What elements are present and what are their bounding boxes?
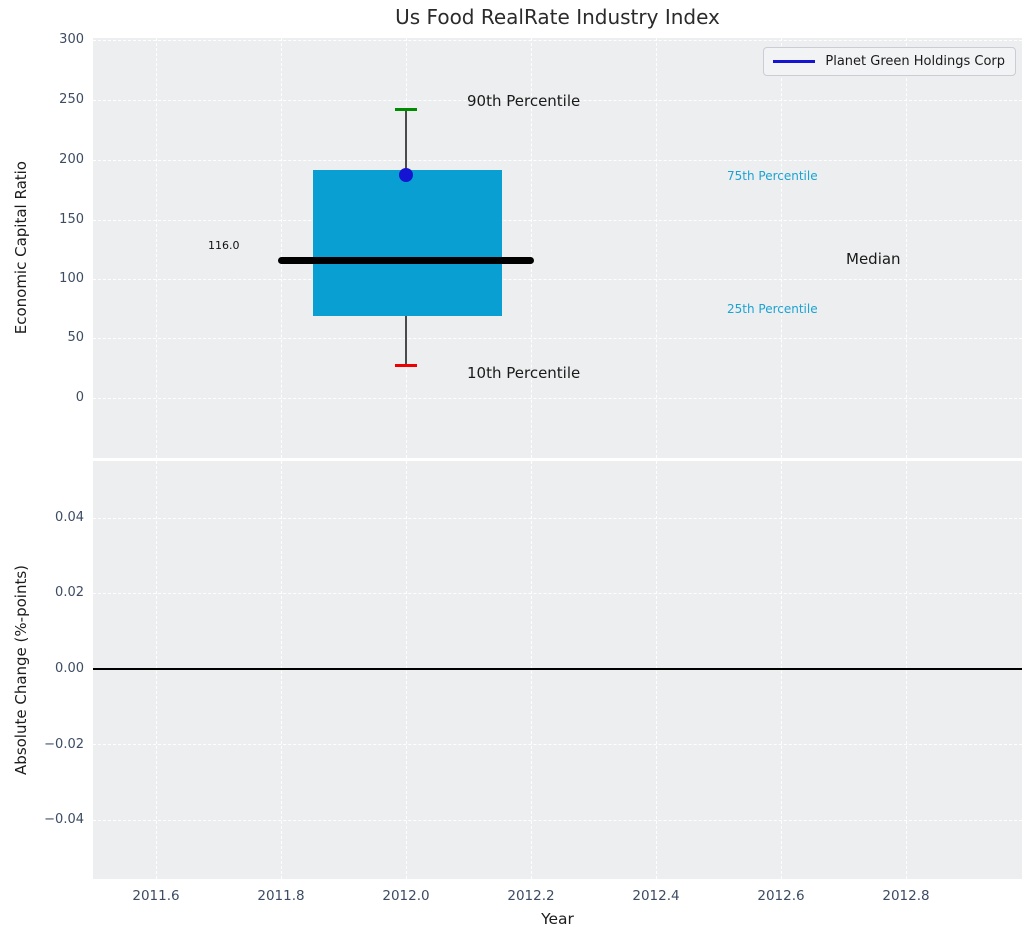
gridline xyxy=(93,100,1022,101)
xtick-label: 2012.6 xyxy=(757,888,805,904)
bottom-axes xyxy=(93,461,1022,879)
xtick-label: 2011.6 xyxy=(132,888,180,904)
xtick-label: 2012.8 xyxy=(882,888,930,904)
xtick-label: 2012.2 xyxy=(507,888,555,904)
gridline xyxy=(93,593,1022,594)
whisker-cap-10th xyxy=(395,364,417,367)
gridline xyxy=(93,398,1022,399)
legend: Planet Green Holdings Corp xyxy=(763,47,1016,76)
legend-line-icon xyxy=(773,60,816,63)
company-marker-dot xyxy=(399,168,413,182)
gridline xyxy=(781,38,782,458)
gridline xyxy=(93,220,1022,221)
gridline xyxy=(656,38,657,458)
gridline xyxy=(281,461,282,879)
top-axes: 90th Percentile 75th Percentile 116.0 Me… xyxy=(93,38,1022,458)
top-y-axis-label: Economic Capital Ratio xyxy=(12,161,30,335)
annotation-median-value: 116.0 xyxy=(208,239,240,252)
gridline xyxy=(93,338,1022,339)
gridline xyxy=(531,461,532,879)
gridline xyxy=(281,38,282,458)
zero-change-line xyxy=(93,668,1022,670)
legend-label: Planet Green Holdings Corp xyxy=(825,54,1005,69)
ytick-label: 0 xyxy=(75,390,84,405)
xtick-label: 2012.0 xyxy=(382,888,430,904)
annotation-75th-percentile: 75th Percentile xyxy=(727,169,818,183)
chart-title: Us Food RealRate Industry Index xyxy=(395,5,720,29)
x-axis-label: Year xyxy=(541,910,574,928)
ytick-label: −0.04 xyxy=(44,812,84,827)
gridline xyxy=(406,461,407,879)
annotation-10th-percentile: 10th Percentile xyxy=(467,364,581,382)
annotation-90th-percentile: 90th Percentile xyxy=(467,92,581,110)
gridline xyxy=(531,38,532,458)
annotation-median: Median xyxy=(846,250,901,268)
gridline xyxy=(781,461,782,879)
median-line xyxy=(278,257,534,264)
xtick-label: 2012.4 xyxy=(632,888,680,904)
gridline xyxy=(156,461,157,879)
gridline xyxy=(93,40,1022,41)
gridline xyxy=(93,744,1022,745)
ytick-label: 0.00 xyxy=(55,661,84,676)
ytick-label: 200 xyxy=(59,152,84,167)
percentile-box xyxy=(313,170,502,316)
whisker-cap-90th xyxy=(395,108,417,111)
gridline xyxy=(93,279,1022,280)
ytick-label: 0.04 xyxy=(55,510,84,525)
gridline xyxy=(156,38,157,458)
annotation-25th-percentile: 25th Percentile xyxy=(727,302,818,316)
gridline xyxy=(93,820,1022,821)
ytick-label: 50 xyxy=(67,330,84,345)
ytick-label: −0.02 xyxy=(44,737,84,752)
gridline xyxy=(93,160,1022,161)
xtick-label: 2011.8 xyxy=(257,888,305,904)
ytick-label: 150 xyxy=(59,212,84,227)
bottom-y-axis-label: Absolute Change (%-points) xyxy=(12,565,30,775)
ytick-label: 300 xyxy=(59,32,84,47)
ytick-label: 0.02 xyxy=(55,585,84,600)
gridline xyxy=(93,518,1022,519)
gridline xyxy=(906,38,907,458)
ytick-label: 250 xyxy=(59,92,84,107)
ytick-label: 100 xyxy=(59,271,84,286)
gridline xyxy=(906,461,907,879)
gridline xyxy=(656,461,657,879)
